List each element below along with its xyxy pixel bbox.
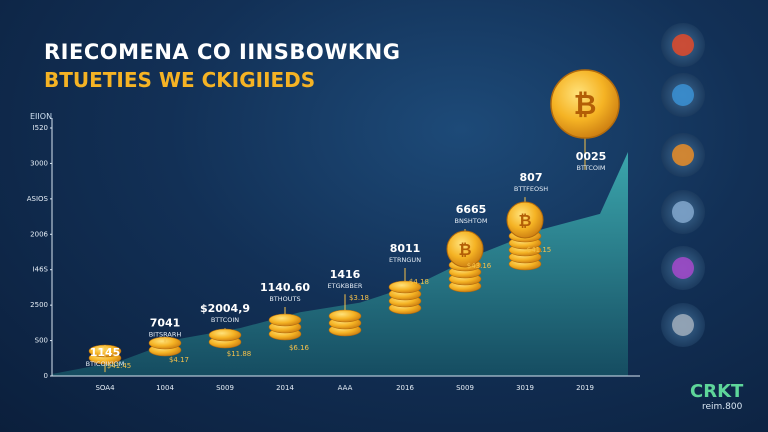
bar-value-label: 1140.60 xyxy=(260,281,310,294)
chart-subtitle: BTUETIES WE CKIGIIEDS xyxy=(44,68,316,92)
planet-icon xyxy=(661,190,705,234)
bar-value-label: 8011 xyxy=(390,242,421,255)
bar-value-label: $2004,9 xyxy=(200,302,250,315)
chart-title: RIECOMENA CO IINSBOWKNG xyxy=(44,40,401,64)
y-tick-label: ASIOS xyxy=(27,195,49,203)
bar-bottom-label: $4.18 xyxy=(409,278,429,286)
bar-bottom-label: $43.16 xyxy=(467,262,492,270)
watermark-logo: CRKT xyxy=(690,381,744,402)
bar-sublabel: BNSHTOM xyxy=(454,217,487,225)
x-tick-label: AAA xyxy=(338,384,353,392)
bar-sublabel: BTTCOIN xyxy=(211,316,239,324)
watermark-subtext: reim.800 xyxy=(702,402,743,412)
bitcoin-coin xyxy=(446,230,484,268)
y-tick-label: I46S xyxy=(33,266,49,274)
bar-sublabel: BTICOIKIOM xyxy=(86,360,125,368)
x-tick-label: S009 xyxy=(456,384,474,392)
globe-icon xyxy=(661,73,705,117)
bitcoin-symbol: ₿ xyxy=(518,211,531,230)
icon-glyph xyxy=(672,314,694,336)
bitcoin-symbol: ₿ xyxy=(574,88,597,121)
rocket-icon xyxy=(661,23,705,67)
bar-sublabel: BITSRARH xyxy=(149,330,182,338)
bar-bottom-label: $3.18 xyxy=(349,294,369,302)
bar-bottom-label: $11.88 xyxy=(227,350,252,358)
growth-area xyxy=(52,152,628,376)
magnet-icon xyxy=(661,133,705,177)
coin xyxy=(208,328,242,342)
bar-bottom-label: $6.16 xyxy=(289,344,310,352)
icon-glyph xyxy=(672,257,694,279)
icon-glyph xyxy=(672,201,694,223)
y-tick-label: 2500 xyxy=(30,301,48,309)
server-icon xyxy=(661,303,705,347)
bar-sublabel: BTTFEOSH xyxy=(514,185,548,193)
x-tick-label: 2014 xyxy=(276,384,294,392)
bar-bottom-label: $41.15 xyxy=(527,246,552,254)
x-tick-label: 2019 xyxy=(576,384,594,392)
y-tick-label: S00 xyxy=(35,337,48,345)
coin xyxy=(268,313,302,327)
y-tick-label: I520 xyxy=(33,124,48,132)
y-tick-label: 3000 xyxy=(30,159,48,167)
bar-sublabel: ETRNGUN xyxy=(389,256,421,264)
x-tick-label: 2016 xyxy=(396,384,414,392)
bar-value-label: 1416 xyxy=(330,268,361,281)
bar-sublabel: ETGKBBER xyxy=(328,282,363,290)
x-tick-label: SOA4 xyxy=(95,384,115,392)
x-tick-label: 3019 xyxy=(516,384,534,392)
y-axis-label: EIION xyxy=(30,112,53,121)
x-tick-label: 1004 xyxy=(156,384,174,392)
bitcoin-symbol: ₿ xyxy=(458,240,471,259)
bar-value-label: 6665 xyxy=(456,203,487,216)
bar-value-label: 0025 xyxy=(576,150,607,163)
galaxy-icon xyxy=(661,246,705,290)
bar-value-label: 7041 xyxy=(150,316,181,329)
icon-glyph xyxy=(672,144,694,166)
icon-glyph xyxy=(672,84,694,106)
y-tick-label: 2006 xyxy=(30,230,48,238)
bar-sublabel: BTTCOIM xyxy=(576,164,605,172)
bar-bottom-label: $4.17 xyxy=(169,356,189,364)
bar-value-label: 807 xyxy=(520,171,543,184)
coin xyxy=(328,309,362,323)
icon-glyph xyxy=(672,34,694,56)
bar-value-label: 1145 xyxy=(90,346,121,359)
bar-sublabel: BTHOUTS xyxy=(269,295,300,303)
bitcoin-coin xyxy=(550,69,620,139)
bar-bottom-label: $41.45 xyxy=(107,362,132,370)
x-tick-label: S009 xyxy=(216,384,234,392)
y-tick-label: 0 xyxy=(44,372,48,380)
bitcoin-coin xyxy=(506,201,544,239)
